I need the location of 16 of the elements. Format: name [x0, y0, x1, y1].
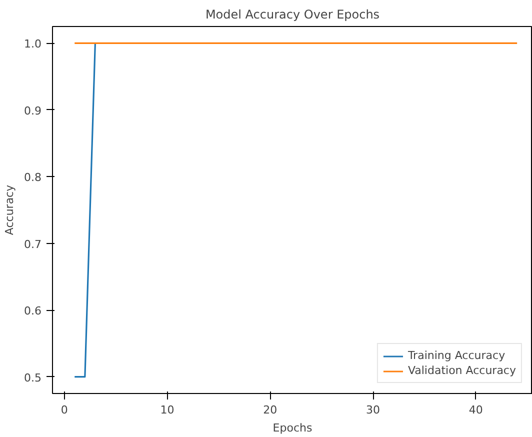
legend-label: Validation Accuracy: [408, 364, 516, 377]
y-tick-label: 1.0: [24, 38, 42, 51]
legend-label: Training Accuracy: [408, 349, 506, 362]
y-tick-label: 0.6: [24, 304, 42, 318]
y-tick-label: 0.5: [24, 371, 42, 384]
y-axis-title: Accuracy: [3, 184, 16, 236]
y-tick-label: 0.9: [24, 104, 42, 118]
x-tick-label: 30: [366, 404, 380, 416]
x-axis-title: Epochs: [272, 422, 312, 434]
x-tick-label: 20: [263, 404, 278, 416]
chart-title: Model Accuracy Over Epochs: [205, 8, 380, 22]
x-tick-label: 10: [160, 404, 174, 416]
y-tick-label: 0.7: [24, 238, 42, 251]
x-tick-label: 40: [468, 404, 483, 416]
x-tick-label: 0: [60, 404, 68, 416]
y-tick-label: 0.8: [24, 171, 42, 184]
